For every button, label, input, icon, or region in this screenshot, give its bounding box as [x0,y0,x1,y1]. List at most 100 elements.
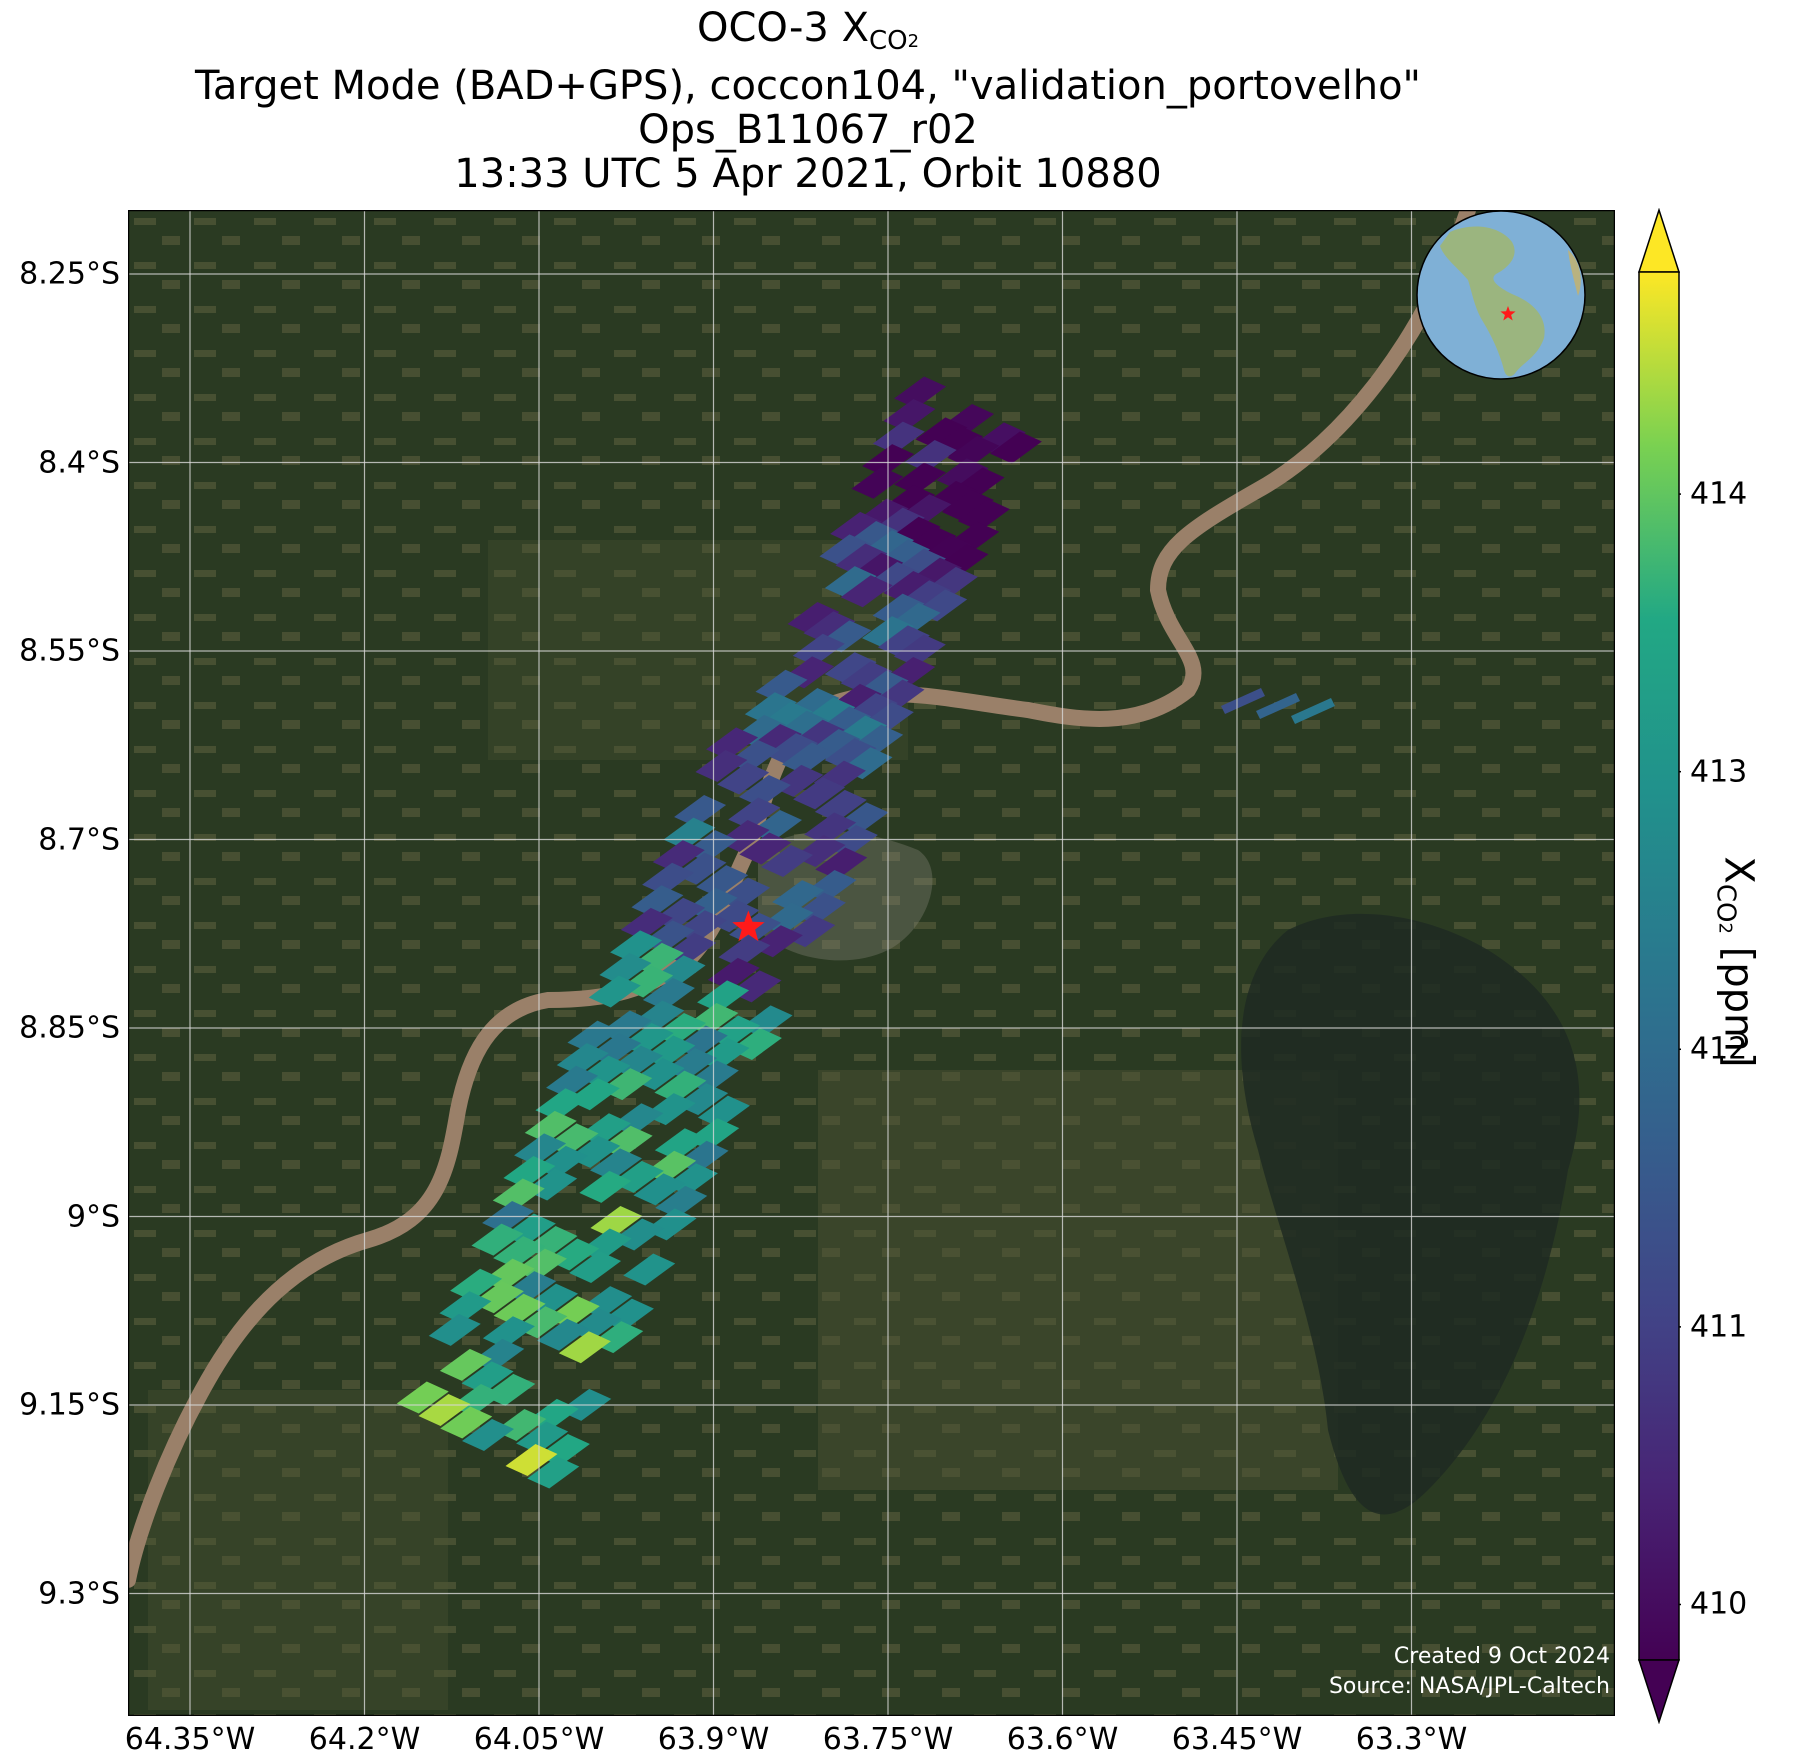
lat-tick-label: 8.4°S [38,445,120,480]
sounding-footprint [439,1291,492,1324]
sounding-footprint [546,1065,599,1098]
sounding-footprint [957,499,1010,532]
sounding-footprint [782,742,834,775]
lat-tick-label: 9°S [66,1199,120,1234]
sounding-footprint [439,1348,492,1381]
lat-tick-label: 8.25°S [19,256,120,292]
sounding-footprint [1221,688,1265,714]
sounding-footprint [696,865,749,898]
sounding-footprint [803,611,856,644]
sounding-footprint [728,797,781,830]
farmland-patch [148,1390,448,1710]
sounding-footprint [697,1095,750,1128]
sounding-footprint [947,435,1000,468]
sounding-footprint [514,1133,567,1166]
sounding-footprint [569,1251,622,1284]
globe-land-africa [1568,250,1581,296]
globe-land-americas [1440,226,1545,377]
sounding-footprint [766,733,819,766]
xco2-soundings [396,376,1335,1489]
sounding-footprint [556,1043,609,1076]
sounding-footprint [840,661,893,694]
sounding-footprint [642,977,695,1010]
sounding-footprint [883,399,936,432]
sounding-footprint [588,975,641,1008]
sounding-footprint [471,1223,524,1256]
sounding-footprint [883,571,936,604]
credit-created: Created 9 Oct 2024 [1393,1644,1610,1669]
sounding-footprint [695,749,748,782]
lat-tick-label: 9.15°S [19,1387,120,1423]
sounding-footprint [461,1361,514,1394]
sounding-footprint [655,1185,708,1218]
map-panel [128,210,1615,1716]
sounding-footprint [623,1253,676,1286]
sounding-footprint [492,1178,545,1211]
figure-title: OCO-3 XCO2 Target Mode (BAD+GPS), coccon… [0,6,1616,196]
colorbar-tick-label: 412 [1690,1031,1748,1067]
sounding-footprint [814,789,867,822]
title-line-1: OCO-3 XCO2 [696,5,920,56]
sounding-footprint [830,511,883,544]
sounding-footprint [824,566,877,599]
sounding-footprint [904,439,957,472]
sounding-footprint [418,1394,471,1426]
sounding-footprint [744,692,797,725]
sounding-footprint [527,1456,580,1489]
map-frame [128,210,1615,1716]
sounding-footprint [440,1406,493,1439]
sounding-footprint [787,602,840,635]
sounding-footprint [503,1155,556,1188]
sounding-footprint [462,1419,514,1451]
lat-tick-label: 9.3°S [38,1576,120,1611]
sounding-footprint [663,817,716,850]
sounding-footprint [524,1110,577,1143]
title-line-4: 13:33 UTC 5 Apr 2021, Orbit 10880 [454,151,1162,197]
sounding-footprint [739,832,792,865]
colorbar [1637,208,1681,1724]
sounding-footprint [793,777,846,810]
sounding-footprint [894,376,947,409]
sounding-footprint [804,812,857,845]
sounding-footprint [761,845,814,878]
lon-tick-label: 63.45°W [1171,1722,1303,1757]
sounding-footprint [537,1318,590,1351]
sounding-footprint [652,840,705,873]
sounding-footprint [915,417,968,450]
credit-source: Source: NASA/JPL-Caltech [1328,1674,1610,1699]
map-gridlines [128,210,1615,1716]
sounding-footprint [718,935,771,968]
title-line-2: Target Mode (BAD+GPS), coccon104, "valid… [195,63,1421,109]
sounding-footprint [840,575,893,608]
sounding-footprint [936,458,989,491]
sounding-footprint [633,1173,686,1206]
sounding-footprint [428,1313,481,1346]
sounding-footprint [579,1170,632,1203]
colorbar-tick-label: 414 [1690,476,1748,512]
lon-tick-label: 63.75°W [822,1722,954,1757]
sounding-footprint [493,1293,546,1326]
sounding-footprint [738,774,791,807]
colorbar-tick-marks [1679,493,1681,1606]
colorbar-tick-label: 413 [1690,754,1748,790]
sounding-footprint [620,907,673,940]
lon-tick-label: 63.3°W [1355,1722,1468,1757]
sounding-footprint [872,421,925,454]
sounding-footprint [654,1128,707,1161]
sounding-footprint [872,593,925,626]
sounding-footprint [590,1205,643,1238]
sounding-footprint [631,885,684,918]
sounding-footprint [755,669,808,702]
sounding-footprint [835,543,888,576]
sounding-footprint [1256,693,1300,719]
sounding-footprint [894,462,947,495]
sounding-footprint [505,1444,558,1476]
lon-tick-label: 64.2°W [308,1722,421,1757]
sounding-footprint [642,862,695,895]
sounding-footprint [851,466,904,499]
globe-target-star-icon [1500,306,1516,321]
lat-tick-label: 8.85°S [19,1010,120,1046]
sounding-footprint [558,1331,611,1364]
colorbar-tick-label: 411 [1690,1309,1748,1345]
farmland-patch [818,1070,1338,1490]
